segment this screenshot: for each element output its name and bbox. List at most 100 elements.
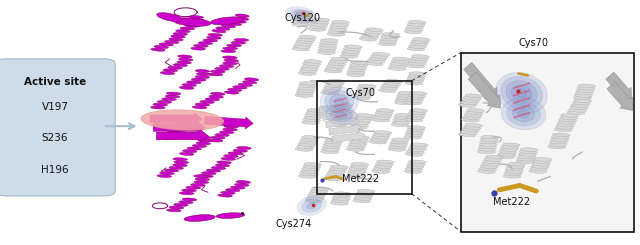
Ellipse shape	[554, 128, 572, 132]
Ellipse shape	[329, 118, 347, 122]
Ellipse shape	[302, 136, 319, 139]
Ellipse shape	[408, 74, 426, 78]
Ellipse shape	[408, 126, 425, 129]
Ellipse shape	[207, 36, 221, 39]
Ellipse shape	[390, 62, 408, 66]
Ellipse shape	[167, 131, 182, 134]
Ellipse shape	[208, 33, 223, 36]
Ellipse shape	[173, 203, 188, 206]
Ellipse shape	[342, 50, 360, 53]
Ellipse shape	[396, 96, 414, 100]
Ellipse shape	[223, 47, 237, 50]
Ellipse shape	[228, 88, 242, 91]
Ellipse shape	[328, 121, 346, 124]
Ellipse shape	[499, 150, 516, 154]
Ellipse shape	[382, 84, 399, 88]
Ellipse shape	[354, 197, 372, 200]
Ellipse shape	[376, 160, 394, 164]
Ellipse shape	[486, 155, 503, 159]
Ellipse shape	[324, 91, 353, 113]
Ellipse shape	[223, 155, 238, 158]
Ellipse shape	[575, 91, 593, 95]
Ellipse shape	[312, 187, 329, 191]
Ellipse shape	[208, 139, 223, 142]
Text: Met222: Met222	[493, 197, 530, 207]
Ellipse shape	[388, 67, 406, 70]
Text: Cys120: Cys120	[284, 13, 320, 23]
Ellipse shape	[179, 58, 193, 61]
Ellipse shape	[321, 150, 339, 154]
Ellipse shape	[576, 89, 594, 92]
Ellipse shape	[500, 148, 518, 151]
Ellipse shape	[458, 133, 476, 137]
Ellipse shape	[352, 121, 370, 124]
Ellipse shape	[330, 167, 347, 171]
Ellipse shape	[392, 57, 410, 61]
Ellipse shape	[153, 103, 168, 106]
Ellipse shape	[218, 194, 232, 197]
Text: Met222: Met222	[342, 174, 380, 184]
Ellipse shape	[179, 86, 194, 89]
Ellipse shape	[385, 79, 403, 83]
Ellipse shape	[408, 45, 426, 49]
Ellipse shape	[465, 123, 483, 127]
Ellipse shape	[306, 197, 324, 200]
Ellipse shape	[175, 30, 190, 33]
Ellipse shape	[518, 110, 529, 118]
Ellipse shape	[309, 25, 327, 29]
Ellipse shape	[308, 28, 326, 31]
Ellipse shape	[364, 30, 381, 34]
Ellipse shape	[480, 138, 498, 141]
Ellipse shape	[548, 143, 566, 146]
Ellipse shape	[195, 75, 210, 78]
Ellipse shape	[198, 174, 213, 177]
Ellipse shape	[234, 184, 249, 186]
Ellipse shape	[328, 30, 346, 34]
Ellipse shape	[505, 170, 523, 173]
Ellipse shape	[176, 126, 191, 129]
Ellipse shape	[215, 164, 230, 167]
Ellipse shape	[344, 45, 362, 49]
Ellipse shape	[511, 85, 532, 101]
Ellipse shape	[310, 189, 328, 193]
Ellipse shape	[388, 148, 406, 151]
Ellipse shape	[182, 150, 197, 153]
Ellipse shape	[301, 170, 318, 173]
Ellipse shape	[408, 20, 426, 24]
Ellipse shape	[301, 167, 319, 171]
Ellipse shape	[220, 65, 234, 68]
Ellipse shape	[164, 40, 179, 44]
Ellipse shape	[327, 123, 345, 127]
Ellipse shape	[326, 64, 344, 68]
Ellipse shape	[311, 20, 329, 24]
Ellipse shape	[375, 111, 393, 115]
Ellipse shape	[351, 123, 369, 127]
Ellipse shape	[407, 162, 425, 166]
Ellipse shape	[178, 55, 192, 58]
Ellipse shape	[340, 55, 358, 58]
Ellipse shape	[398, 91, 415, 95]
Ellipse shape	[392, 138, 409, 142]
Ellipse shape	[159, 43, 173, 46]
Ellipse shape	[529, 170, 547, 173]
Ellipse shape	[351, 138, 369, 142]
Ellipse shape	[292, 23, 310, 26]
Ellipse shape	[320, 39, 338, 42]
Ellipse shape	[166, 209, 181, 212]
Ellipse shape	[347, 71, 365, 74]
Ellipse shape	[225, 189, 240, 192]
Ellipse shape	[328, 170, 346, 173]
Ellipse shape	[578, 84, 596, 88]
Ellipse shape	[203, 39, 218, 42]
Ellipse shape	[165, 95, 180, 98]
Ellipse shape	[504, 172, 522, 176]
Ellipse shape	[516, 158, 534, 161]
Ellipse shape	[330, 60, 347, 63]
Ellipse shape	[184, 215, 215, 221]
Ellipse shape	[502, 143, 520, 147]
Ellipse shape	[506, 167, 524, 171]
Ellipse shape	[372, 133, 390, 137]
Ellipse shape	[328, 62, 346, 66]
Ellipse shape	[570, 106, 588, 110]
Ellipse shape	[173, 158, 188, 161]
